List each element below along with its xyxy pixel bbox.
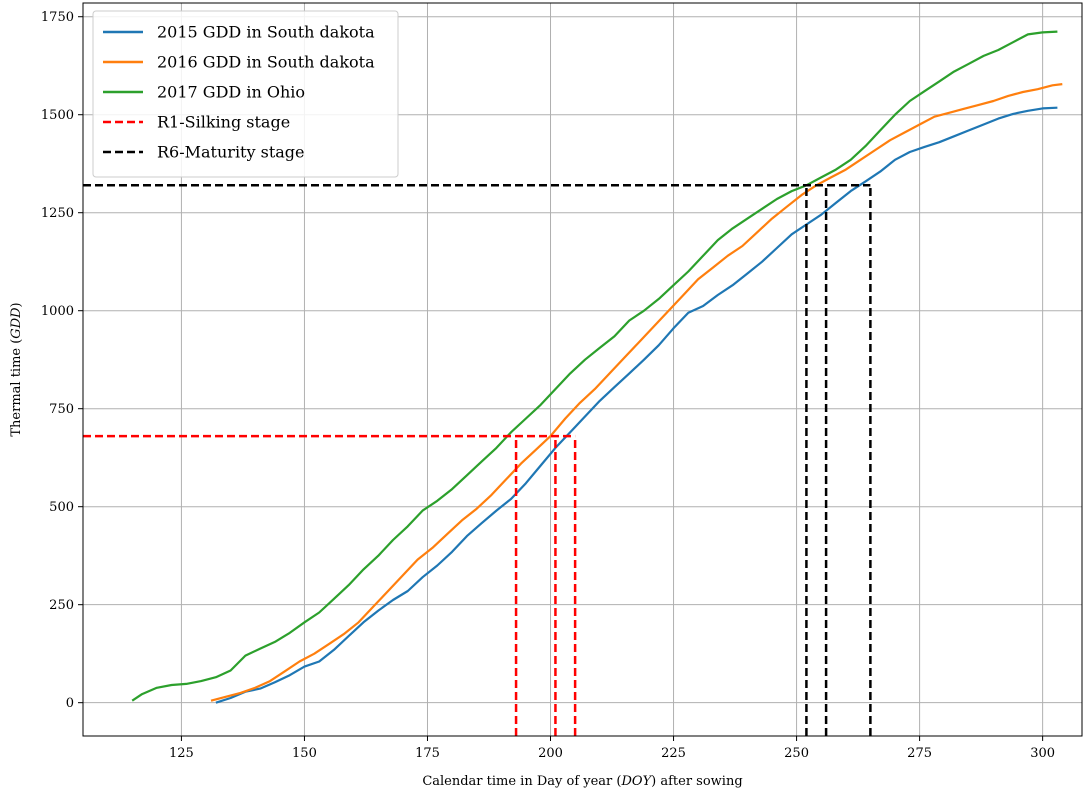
y-tick-label: 1000	[41, 304, 74, 319]
y-tick-label: 1250	[41, 206, 74, 221]
x-tick-label: 275	[907, 746, 932, 761]
series-line-1	[210, 83, 1063, 702]
x-tick-label: 175	[415, 746, 440, 761]
series-line-2	[131, 30, 1058, 702]
x-axis-label: Calendar time in Day of year (DOY) after…	[422, 774, 742, 789]
y-tick-label: 750	[49, 402, 74, 417]
x-tick-label: 300	[1030, 746, 1055, 761]
y-tick-label: 500	[49, 500, 74, 515]
y-tick-label: 1750	[41, 10, 74, 25]
series-line-0	[215, 106, 1058, 704]
x-tick-label: 225	[661, 746, 686, 761]
series-lines	[83, 30, 1063, 736]
legend-entry: R1-Silking stage	[157, 113, 290, 132]
grid	[83, 3, 1082, 736]
y-tick-label: 1500	[41, 108, 74, 123]
legend: 2015 GDD in South dakota 2016 GDD in Sout…	[92, 10, 399, 178]
x-axis-ticks: 125 150 175 200 225 250 275 300	[169, 736, 1055, 761]
y-axis-label: Thermal time (GDD)	[9, 302, 24, 436]
legend-entry: 2017 GDD in Ohio	[157, 83, 305, 102]
legend-box	[92, 10, 399, 178]
x-tick-label: 125	[169, 746, 194, 761]
legend-entry: R6-Maturity stage	[157, 143, 305, 162]
legend-entry: 2016 GDD in South dakota	[157, 53, 375, 72]
legend-entry: 2015 GDD in South dakota	[157, 23, 375, 42]
x-tick-label: 250	[784, 746, 809, 761]
y-tick-label: 0	[66, 696, 74, 711]
plot-frame	[82, 2, 1083, 737]
x-tick-label: 200	[538, 746, 563, 761]
y-axis-ticks: 0 250 500 750 1000 1250 1500 1750	[41, 10, 83, 711]
x-tick-label: 150	[292, 746, 317, 761]
y-tick-label: 250	[49, 598, 74, 613]
